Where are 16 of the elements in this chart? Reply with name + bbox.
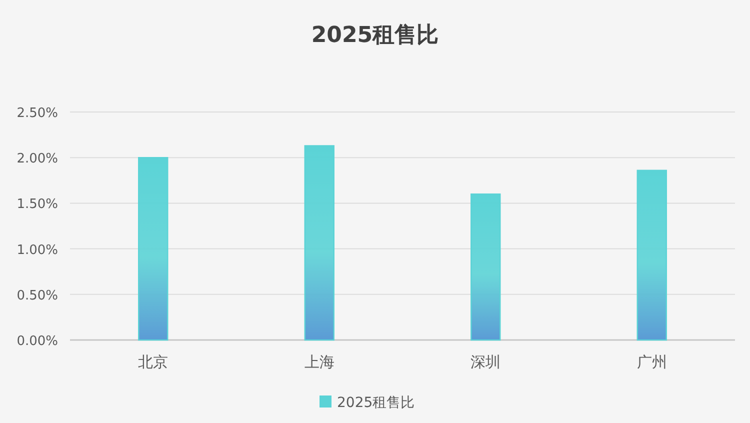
x-tick-label: 广州: [636, 353, 667, 371]
chart-title: 2025租售比: [311, 23, 439, 48]
x-tick-label: 上海: [304, 353, 334, 371]
legend-label: 2025租售比: [337, 395, 415, 411]
x-tick-label: 北京: [138, 353, 168, 371]
bar: [304, 145, 334, 341]
y-tick-label: 0.50%: [16, 288, 58, 304]
x-tick-label: 深圳: [470, 353, 501, 371]
y-tick-label: 2.00%: [16, 152, 58, 167]
y-tick-label: 0.00%: [16, 334, 58, 349]
y-tick-label: 2.50%: [16, 106, 58, 121]
y-tick-label: 1.00%: [16, 242, 58, 258]
bar: [636, 170, 667, 341]
bar: [470, 193, 501, 341]
y-tick-label: 1.50%: [16, 197, 58, 212]
bar: [138, 157, 168, 341]
